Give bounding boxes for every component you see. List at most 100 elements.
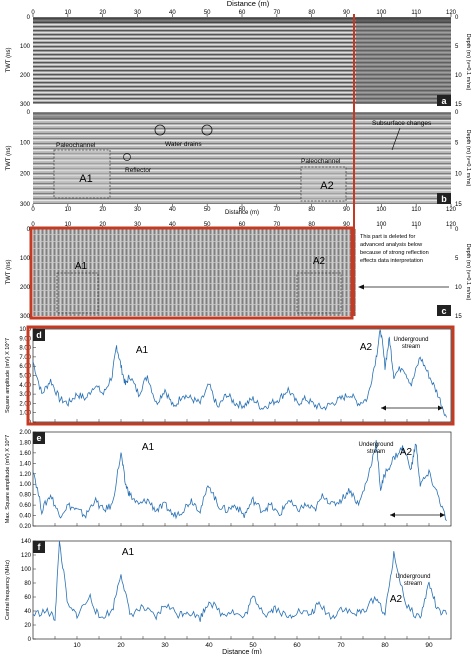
y-axis-title: Central frequency (MHz) bbox=[5, 560, 11, 620]
distance-tick-label: 30 bbox=[134, 222, 141, 228]
x-tick-label: 80 bbox=[381, 642, 389, 649]
distance-tick-label: 80 bbox=[308, 222, 315, 228]
y-tick-label: 6.00 bbox=[19, 364, 31, 370]
series-line bbox=[32, 440, 447, 522]
distance-tick-label: 0 bbox=[31, 207, 35, 213]
distance-tick-label: 120 bbox=[446, 207, 457, 213]
y-axis-title: Square amplitude (mV) X 10^7 bbox=[5, 338, 11, 413]
distance-tick-label: 100 bbox=[376, 10, 387, 16]
annotation-a2: A2 bbox=[390, 594, 403, 605]
arrowhead-right bbox=[440, 512, 445, 518]
distance-tick-label: 0 bbox=[31, 10, 35, 16]
panel-label-e: e bbox=[36, 433, 41, 443]
stream-label-line1: Underground bbox=[395, 574, 430, 580]
panel-label-c: c bbox=[441, 306, 446, 316]
annotation-a1: A1 bbox=[142, 442, 155, 453]
chart-d: 01.002.003.004.005.006.007.008.009.0010.… bbox=[5, 327, 452, 426]
y-tick-label: 0.60 bbox=[19, 503, 31, 509]
y-tick-label: 120 bbox=[21, 553, 32, 559]
x-tick-label: 90 bbox=[425, 642, 433, 649]
panel-label-a-box bbox=[437, 95, 451, 106]
water-drain-circle-2 bbox=[201, 124, 213, 136]
distance-tick-label: 90 bbox=[343, 222, 350, 228]
twt-ticks-b: 0 100 200 300 bbox=[20, 110, 31, 208]
y-tick-label: 1.80 bbox=[19, 440, 31, 446]
depth-ticks-c: 0 5 10 15 bbox=[455, 227, 462, 320]
twt-axis-title-c: TWT (ns) bbox=[6, 260, 12, 285]
depth-tick-label: 15 bbox=[455, 102, 462, 108]
panel-label-d-box bbox=[33, 329, 45, 341]
y-tick-label: 8.00 bbox=[19, 346, 31, 352]
distance-tick-label: 100 bbox=[376, 207, 387, 213]
highlight-box-d bbox=[26, 325, 455, 426]
y-tick-label: 5.00 bbox=[19, 374, 31, 380]
depth-tick-label: 15 bbox=[455, 314, 462, 320]
distance-tick-label: 100 bbox=[376, 222, 387, 228]
paleochannel-label-left: Paleochannel bbox=[56, 142, 96, 149]
distance-tick-label: 60 bbox=[239, 222, 246, 228]
twt-tick-label: 100 bbox=[20, 256, 31, 262]
depth-axis-title-b: Depth (m) (v=0.1 m/ns) bbox=[465, 130, 471, 187]
x-tick-label: 40 bbox=[205, 642, 213, 649]
distance-tick-label: 40 bbox=[169, 10, 176, 16]
y-tick-label: 9.00 bbox=[19, 336, 31, 342]
x-tick-label: 60 bbox=[293, 642, 301, 649]
plot-area bbox=[32, 431, 452, 527]
distance-tick-label: 120 bbox=[446, 222, 457, 228]
panel-label-b: b bbox=[441, 194, 447, 204]
plot-area bbox=[32, 540, 452, 640]
distance-axis-title-b: Distance (m) bbox=[225, 210, 259, 216]
chart-f: 0 20 40 60 80 100 120 140 10 20 30 40 50 60 70 80 90 Dist… bbox=[5, 539, 452, 656]
twt-ticks-a: 0 100 200 300 bbox=[20, 15, 31, 108]
panel-label-d: d bbox=[36, 330, 42, 340]
annotation-a2: A2 bbox=[360, 342, 373, 353]
subsurface-changes-label: Subsurface changes bbox=[372, 120, 432, 127]
y-tick-label: 140 bbox=[21, 539, 32, 545]
panel-b: A1 A2 Paleochannel Paleochannel Water dr… bbox=[6, 110, 471, 216]
water-drains-label: Water drains bbox=[165, 141, 202, 148]
distance-tick-label: 30 bbox=[134, 207, 141, 213]
twt-axis-title-a: TWT (ns) bbox=[6, 48, 12, 73]
highlight-box-c bbox=[29, 226, 354, 320]
distance-tick-label: 90 bbox=[343, 207, 350, 213]
annotation-a1: A1 bbox=[122, 547, 135, 558]
y-axis-title: Max. Square amplitude (mV) X 10^7 bbox=[5, 435, 11, 523]
x-tick-label: 30 bbox=[161, 642, 169, 649]
annotation-a1: A1 bbox=[136, 345, 149, 356]
chart-e: 0.20 0.40 0.60 0.80 1.00 1.20 1.40 1.60 1.80 2.00… bbox=[5, 430, 452, 530]
twt-tick-label: 200 bbox=[20, 285, 31, 291]
distance-tick-label: 70 bbox=[273, 207, 280, 213]
distance-axis-title-top: Distance (m) bbox=[227, 0, 270, 8]
panel-label-a: a bbox=[441, 96, 447, 106]
depth-tick-label: 0 bbox=[455, 110, 459, 116]
distance-tick-label: 50 bbox=[204, 222, 211, 228]
depth-axis-title-c: Depth (m) (v=0.1 m/ns) bbox=[465, 244, 471, 301]
y-tick-label: 2.00 bbox=[19, 401, 31, 407]
distance-tick-label: 80 bbox=[308, 10, 315, 16]
top-distance-ticks: 0 10 20 30 40 50 60 70 80 90 100 110 120 bbox=[31, 10, 457, 17]
water-drain-circle-1 bbox=[154, 124, 166, 136]
depth-axis-title-a: Depth (m) (v=0.1 m/ns) bbox=[465, 34, 471, 91]
paleochannel-label-right: Paleochannel bbox=[301, 158, 341, 165]
distance-tick-label: 20 bbox=[99, 222, 106, 228]
distance-tick-label: 110 bbox=[411, 207, 421, 213]
paleochannel-box-c-a2 bbox=[296, 272, 342, 314]
stream-label-line2: stream bbox=[367, 449, 385, 455]
paleochannel-box-c-a1 bbox=[56, 272, 99, 314]
deleted-zone-arrowhead bbox=[358, 284, 364, 290]
distance-tick-label: 70 bbox=[273, 222, 280, 228]
depth-tick-label: 5 bbox=[455, 256, 459, 262]
depth-tick-label: 15 bbox=[455, 202, 462, 208]
y-tick-label: 20 bbox=[24, 623, 31, 629]
arrowhead-left bbox=[390, 512, 395, 518]
distance-tick-label: 10 bbox=[64, 207, 71, 213]
panel-label-e-box bbox=[33, 432, 45, 444]
depth-tick-label: 0 bbox=[455, 15, 459, 21]
depth-tick-label: 10 bbox=[455, 73, 462, 79]
x-tick-label: 20 bbox=[117, 642, 125, 649]
distance-tick-label: 80 bbox=[308, 207, 315, 213]
panel-label-b-box bbox=[437, 193, 451, 204]
panel-a: Distance (m) 0 10 20 30 40 50 60 70 80 90 100 110 12… bbox=[6, 0, 471, 108]
radargram-a-ground bbox=[33, 17, 451, 23]
